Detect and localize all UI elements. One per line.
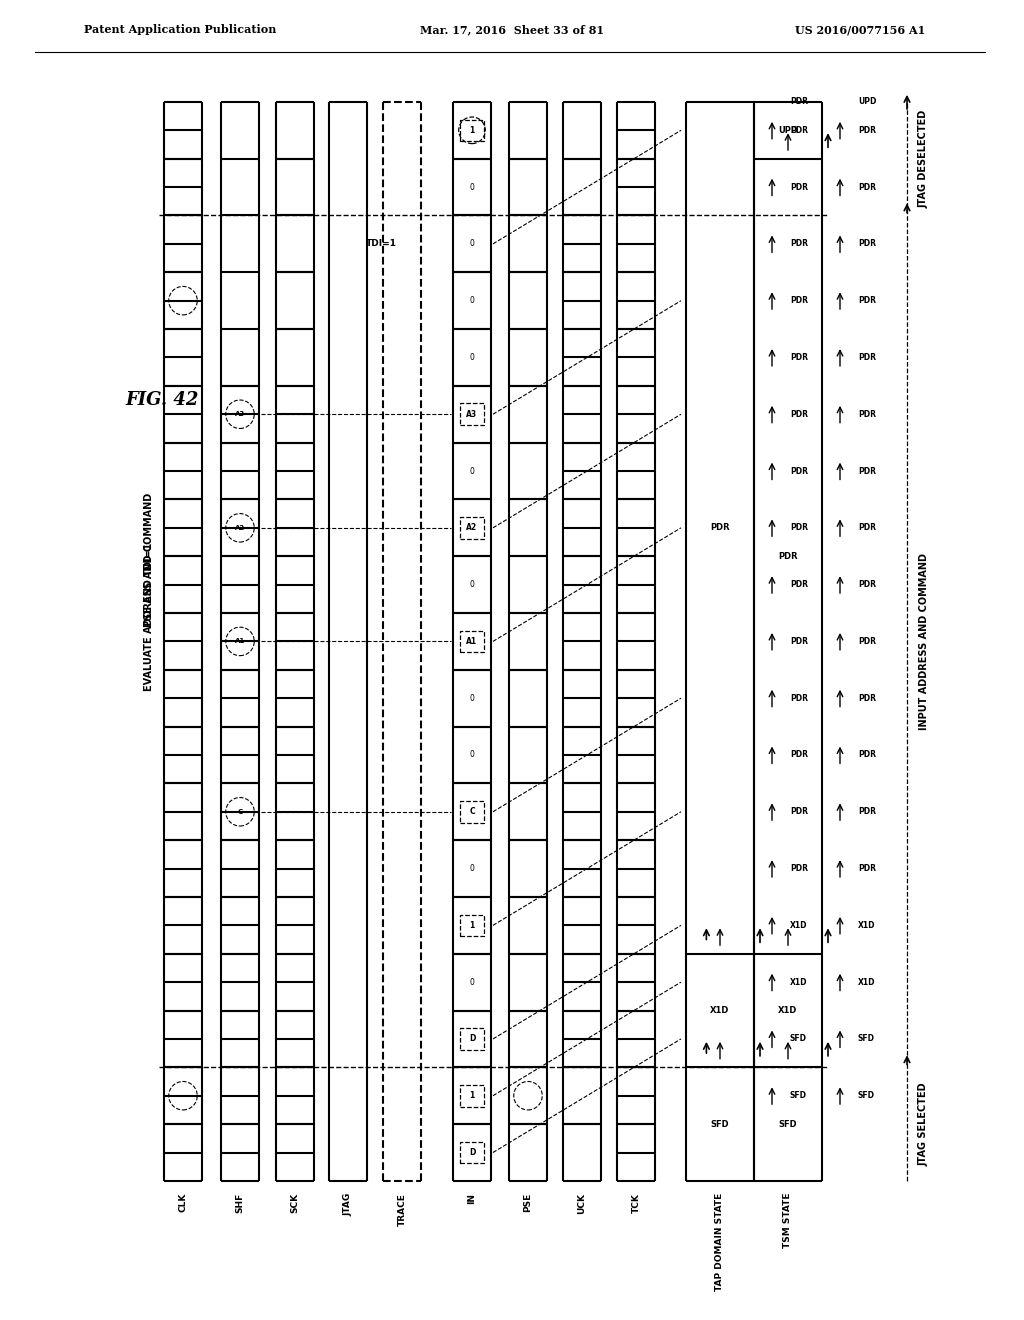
Text: X1D: X1D (790, 921, 808, 929)
FancyBboxPatch shape (460, 915, 484, 936)
Text: JTAG: JTAG (343, 1193, 352, 1216)
Text: FIG. 42: FIG. 42 (125, 391, 199, 409)
Text: X1D: X1D (711, 1006, 730, 1015)
Text: PDR: PDR (858, 409, 876, 418)
Text: PDR: PDR (790, 865, 808, 873)
Text: X1D: X1D (778, 1006, 798, 1015)
Text: PDR: PDR (790, 182, 808, 191)
Text: PDR: PDR (858, 352, 876, 362)
Text: PSE AND TDI=1: PSE AND TDI=1 (144, 543, 154, 627)
Text: US 2016/0077156 A1: US 2016/0077156 A1 (795, 25, 925, 36)
Text: INPUT ADDRESS AND COMMAND: INPUT ADDRESS AND COMMAND (919, 553, 929, 730)
Text: 1: 1 (469, 1092, 475, 1100)
Text: X1D: X1D (858, 978, 876, 986)
Text: PDR: PDR (790, 409, 808, 418)
Text: 0: 0 (470, 466, 474, 475)
Text: SCK: SCK (291, 1193, 299, 1213)
Text: PDR: PDR (858, 239, 876, 248)
Text: PDR: PDR (858, 125, 876, 135)
Text: PDR: PDR (858, 296, 876, 305)
Text: PDR: PDR (858, 579, 876, 589)
Text: 1: 1 (469, 125, 475, 135)
Text: SFD: SFD (858, 1092, 874, 1100)
Text: A3: A3 (467, 409, 477, 418)
Text: PDR: PDR (858, 182, 876, 191)
Text: PDR: PDR (858, 466, 876, 475)
FancyBboxPatch shape (460, 404, 484, 425)
Text: PDR: PDR (858, 523, 876, 532)
Text: 0: 0 (470, 751, 474, 759)
Text: PDR: PDR (778, 552, 798, 561)
Text: PDR: PDR (790, 296, 808, 305)
FancyBboxPatch shape (460, 1028, 484, 1049)
FancyBboxPatch shape (460, 631, 484, 652)
Text: EVALUATE ADDRESS AND COMMAND: EVALUATE ADDRESS AND COMMAND (144, 492, 154, 690)
Text: SHF: SHF (236, 1193, 245, 1213)
Text: 0: 0 (470, 296, 474, 305)
Text: 0: 0 (470, 352, 474, 362)
Text: PDR: PDR (790, 98, 808, 107)
Text: X1D: X1D (858, 921, 876, 929)
Text: PDR: PDR (790, 638, 808, 645)
Text: PDR: PDR (790, 523, 808, 532)
Text: 0: 0 (470, 978, 474, 986)
Text: A2: A2 (234, 525, 245, 531)
Text: UCK: UCK (578, 1193, 587, 1214)
Text: CLK: CLK (178, 1193, 187, 1212)
Text: PDR: PDR (790, 239, 808, 248)
Text: Patent Application Publication: Patent Application Publication (84, 25, 276, 36)
Text: SFD: SFD (790, 1092, 807, 1100)
Text: 0: 0 (470, 865, 474, 873)
Text: PSE: PSE (523, 1193, 532, 1212)
Text: 0: 0 (470, 579, 474, 589)
Text: PDR: PDR (790, 579, 808, 589)
Text: UPD: UPD (858, 98, 877, 107)
Text: PDR: PDR (790, 694, 808, 702)
Text: SFD: SFD (790, 1035, 807, 1043)
Text: PDR: PDR (790, 808, 808, 816)
FancyBboxPatch shape (460, 517, 484, 539)
Text: JTAG DESELECTED: JTAG DESELECTED (919, 110, 929, 207)
Text: TDI=1: TDI=1 (366, 239, 397, 248)
Text: JTAG SELECTED: JTAG SELECTED (919, 1082, 929, 1166)
Text: PDR: PDR (790, 466, 808, 475)
Text: D: D (469, 1148, 475, 1158)
Text: 1: 1 (469, 921, 475, 929)
Text: TRACE: TRACE (397, 1193, 407, 1226)
Text: PDR: PDR (790, 125, 808, 135)
Text: UPD: UPD (778, 125, 798, 135)
FancyBboxPatch shape (460, 120, 484, 141)
Text: TCK: TCK (632, 1193, 640, 1213)
Text: SFD: SFD (858, 1035, 874, 1043)
Text: PDR: PDR (858, 808, 876, 816)
Text: IN: IN (468, 1193, 476, 1204)
Text: C: C (469, 808, 475, 816)
Text: TSM STATE: TSM STATE (783, 1193, 793, 1249)
Text: A2: A2 (467, 523, 477, 532)
FancyBboxPatch shape (460, 1142, 484, 1163)
Text: PDR: PDR (790, 352, 808, 362)
Text: C: C (238, 809, 243, 814)
Text: A1: A1 (467, 638, 477, 645)
Text: X1D: X1D (790, 978, 808, 986)
Text: Mar. 17, 2016  Sheet 33 of 81: Mar. 17, 2016 Sheet 33 of 81 (420, 25, 604, 36)
Text: A1: A1 (234, 639, 245, 644)
FancyBboxPatch shape (460, 1085, 484, 1106)
Text: PDR: PDR (790, 751, 808, 759)
Text: 0: 0 (470, 694, 474, 702)
Text: 0: 0 (470, 182, 474, 191)
Text: PDR: PDR (858, 694, 876, 702)
Text: SFD: SFD (778, 1119, 798, 1129)
FancyBboxPatch shape (460, 801, 484, 822)
Text: PDR: PDR (711, 523, 730, 532)
Text: D: D (469, 1035, 475, 1043)
Text: TAP DOMAIN STATE: TAP DOMAIN STATE (716, 1193, 725, 1291)
Text: PDR: PDR (858, 865, 876, 873)
Text: 0: 0 (470, 239, 474, 248)
Text: PDR: PDR (858, 751, 876, 759)
Text: A3: A3 (234, 412, 245, 417)
Text: PDR: PDR (858, 638, 876, 645)
Text: SFD: SFD (711, 1119, 729, 1129)
